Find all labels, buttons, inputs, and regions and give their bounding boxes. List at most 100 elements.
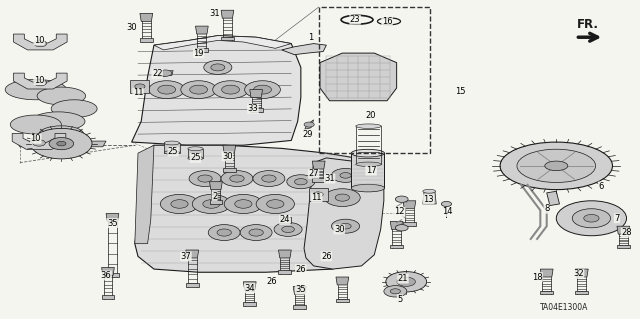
Bar bbox=[319, 7, 431, 153]
Ellipse shape bbox=[203, 200, 220, 208]
Polygon shape bbox=[164, 143, 179, 152]
Polygon shape bbox=[575, 291, 588, 294]
Polygon shape bbox=[195, 26, 208, 34]
Polygon shape bbox=[617, 226, 630, 234]
Ellipse shape bbox=[204, 60, 232, 74]
Ellipse shape bbox=[267, 200, 284, 208]
Polygon shape bbox=[223, 168, 236, 172]
Polygon shape bbox=[308, 188, 328, 201]
Ellipse shape bbox=[230, 175, 244, 182]
Polygon shape bbox=[336, 299, 349, 302]
Ellipse shape bbox=[188, 147, 203, 151]
Ellipse shape bbox=[253, 85, 271, 94]
Ellipse shape bbox=[180, 81, 216, 99]
Polygon shape bbox=[158, 70, 173, 77]
Text: 33: 33 bbox=[248, 104, 259, 113]
Text: 35: 35 bbox=[107, 219, 118, 227]
Polygon shape bbox=[540, 269, 553, 277]
Ellipse shape bbox=[386, 271, 427, 292]
Ellipse shape bbox=[171, 200, 188, 208]
Polygon shape bbox=[188, 149, 203, 158]
Text: 22: 22 bbox=[152, 69, 163, 78]
Ellipse shape bbox=[282, 226, 294, 233]
Ellipse shape bbox=[244, 81, 280, 99]
Ellipse shape bbox=[396, 225, 408, 231]
Polygon shape bbox=[186, 250, 198, 258]
Text: 21: 21 bbox=[398, 274, 408, 283]
Polygon shape bbox=[312, 178, 325, 182]
Text: 18: 18 bbox=[532, 272, 543, 281]
Text: TA04E1300A: TA04E1300A bbox=[540, 303, 589, 312]
Ellipse shape bbox=[49, 137, 74, 150]
Ellipse shape bbox=[396, 196, 408, 202]
Text: 6: 6 bbox=[598, 182, 604, 191]
Polygon shape bbox=[243, 282, 256, 290]
Polygon shape bbox=[617, 245, 630, 249]
Ellipse shape bbox=[192, 195, 230, 213]
Polygon shape bbox=[132, 36, 301, 145]
Polygon shape bbox=[250, 90, 262, 98]
Ellipse shape bbox=[158, 85, 175, 94]
Ellipse shape bbox=[274, 222, 302, 236]
Ellipse shape bbox=[324, 189, 360, 206]
Polygon shape bbox=[547, 191, 559, 205]
Ellipse shape bbox=[340, 173, 351, 178]
Ellipse shape bbox=[500, 142, 612, 189]
Ellipse shape bbox=[57, 141, 66, 146]
Polygon shape bbox=[135, 145, 358, 272]
Ellipse shape bbox=[332, 168, 360, 182]
Text: 36: 36 bbox=[100, 271, 111, 280]
Text: 7: 7 bbox=[614, 214, 620, 223]
Polygon shape bbox=[312, 161, 325, 169]
Text: 27: 27 bbox=[308, 169, 319, 178]
Ellipse shape bbox=[356, 124, 381, 128]
Ellipse shape bbox=[224, 195, 262, 213]
Text: FR.: FR. bbox=[577, 18, 600, 31]
Ellipse shape bbox=[149, 81, 184, 99]
Polygon shape bbox=[305, 120, 314, 129]
Ellipse shape bbox=[384, 286, 407, 297]
Ellipse shape bbox=[442, 201, 452, 206]
Text: 35: 35 bbox=[296, 285, 306, 294]
Text: 26: 26 bbox=[321, 252, 332, 261]
Polygon shape bbox=[102, 268, 115, 275]
Text: 16: 16 bbox=[381, 17, 392, 26]
Polygon shape bbox=[280, 217, 291, 223]
Ellipse shape bbox=[313, 192, 323, 197]
Ellipse shape bbox=[31, 112, 85, 131]
Ellipse shape bbox=[161, 195, 198, 213]
Ellipse shape bbox=[221, 85, 239, 94]
Ellipse shape bbox=[164, 141, 179, 145]
Polygon shape bbox=[540, 291, 553, 294]
Text: 31: 31 bbox=[209, 9, 220, 18]
Ellipse shape bbox=[221, 171, 253, 187]
Ellipse shape bbox=[235, 200, 252, 208]
Text: 8: 8 bbox=[544, 204, 549, 213]
Ellipse shape bbox=[135, 84, 145, 89]
Text: 24: 24 bbox=[280, 215, 290, 224]
Ellipse shape bbox=[212, 81, 248, 99]
Ellipse shape bbox=[39, 126, 84, 142]
Polygon shape bbox=[390, 221, 403, 229]
Ellipse shape bbox=[34, 41, 47, 47]
Polygon shape bbox=[209, 200, 222, 204]
Polygon shape bbox=[304, 158, 384, 269]
Text: 30: 30 bbox=[126, 23, 137, 32]
Ellipse shape bbox=[10, 115, 61, 134]
Ellipse shape bbox=[256, 195, 294, 213]
Text: 26: 26 bbox=[296, 264, 306, 274]
Ellipse shape bbox=[198, 175, 212, 182]
Ellipse shape bbox=[37, 87, 86, 105]
Polygon shape bbox=[282, 44, 326, 55]
Text: 2: 2 bbox=[212, 191, 217, 201]
Text: 26: 26 bbox=[267, 277, 277, 286]
Polygon shape bbox=[575, 269, 588, 277]
Polygon shape bbox=[13, 34, 67, 50]
Polygon shape bbox=[423, 191, 436, 204]
Text: 29: 29 bbox=[302, 130, 312, 138]
Ellipse shape bbox=[545, 161, 568, 171]
Polygon shape bbox=[278, 250, 291, 258]
Polygon shape bbox=[221, 37, 234, 41]
Text: 32: 32 bbox=[573, 269, 584, 278]
Polygon shape bbox=[140, 38, 153, 42]
